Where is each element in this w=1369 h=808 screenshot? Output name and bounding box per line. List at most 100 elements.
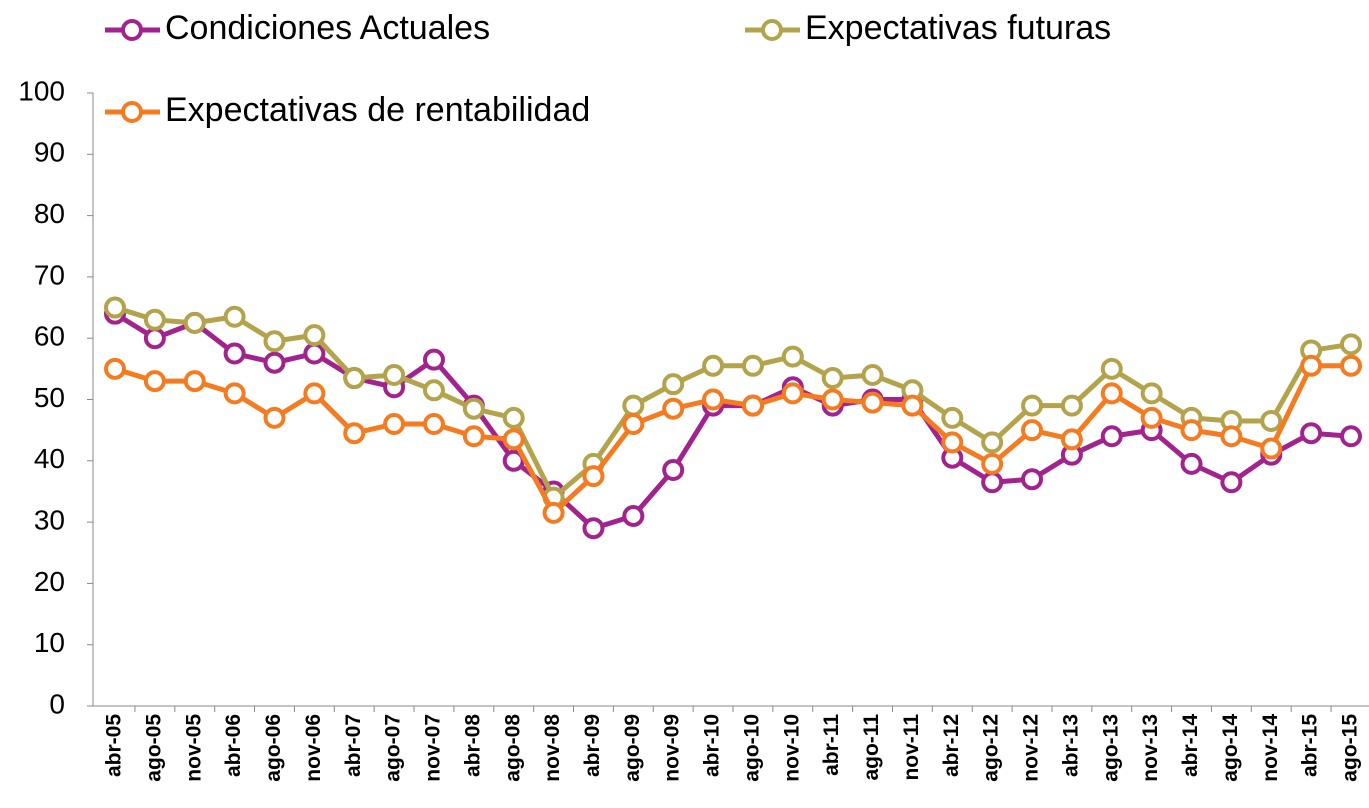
point (422, 348, 445, 371)
x-tick-label: nov-05 (182, 714, 205, 782)
point (741, 354, 764, 377)
point (861, 363, 884, 386)
point (143, 370, 166, 393)
point (183, 370, 206, 393)
y-tick-label: 30 (34, 504, 65, 535)
point (263, 351, 286, 374)
x-tick-label: nov-13 (1139, 714, 1162, 782)
legend-marker (121, 101, 143, 123)
point (1100, 357, 1123, 380)
x-tick-label: ago-10 (740, 714, 763, 782)
x-tick-label: nov-12 (1020, 714, 1043, 782)
x-tick-label: abr-15 (1299, 714, 1322, 777)
x-tick-label: ago-14 (1219, 714, 1242, 782)
x-tick-label: ago-13 (1099, 714, 1122, 782)
point (1340, 354, 1362, 377)
legend-label: Condiciones Actuales (165, 9, 490, 47)
point (582, 465, 605, 488)
point (1140, 382, 1163, 405)
point (901, 394, 924, 417)
x-tick-label: abr-14 (1179, 714, 1202, 777)
point (1060, 394, 1083, 417)
point (1021, 394, 1044, 417)
x-tick-label: ago-09 (621, 714, 644, 782)
x-tick-label: ago-05 (142, 714, 165, 782)
legend-label: Expectativas de rentabilidad (165, 91, 590, 129)
point (622, 504, 645, 527)
point (223, 382, 246, 405)
x-tick-label: abr-08 (461, 714, 484, 777)
point (343, 367, 366, 390)
point (223, 342, 246, 365)
x-tick-label: nov-09 (661, 714, 684, 782)
x-tick-label: ago-11 (860, 714, 883, 781)
y-tick-label: 0 (49, 688, 65, 719)
legend-marker (121, 19, 143, 41)
x-tick-label: ago-07 (382, 714, 405, 782)
point (622, 394, 645, 417)
y-tick-label: 50 (34, 382, 65, 413)
point (1180, 419, 1203, 442)
x-tick-label: abr-12 (940, 714, 963, 777)
x-tick-label: ago-15 (1339, 714, 1362, 782)
point (1100, 382, 1123, 405)
point (303, 342, 326, 365)
x-tick-label: ago-06 (262, 714, 285, 782)
x-tick-label: abr-06 (222, 714, 245, 777)
point (582, 517, 605, 540)
y-tick-label: 40 (34, 443, 65, 474)
point (143, 308, 166, 331)
point (143, 327, 166, 350)
point (1300, 422, 1323, 445)
point (383, 413, 406, 436)
x-tick-label: abr-10 (701, 714, 724, 777)
x-tick-label: nov-08 (541, 714, 564, 782)
point (1220, 471, 1243, 494)
point (662, 373, 685, 396)
point (104, 296, 126, 319)
point (1021, 419, 1044, 442)
point (422, 379, 445, 402)
point (1180, 452, 1203, 475)
point (1260, 409, 1283, 432)
point (303, 324, 326, 347)
point (502, 406, 525, 429)
point (422, 413, 445, 436)
y-tick-label: 100 (18, 75, 65, 106)
legend-marker (761, 19, 783, 41)
point (941, 406, 964, 429)
point (622, 413, 645, 436)
point (263, 330, 286, 353)
point (104, 357, 126, 380)
point (741, 394, 764, 417)
point (702, 388, 725, 411)
x-tick-label: abr-07 (342, 714, 365, 777)
point (821, 388, 844, 411)
point (223, 305, 246, 328)
point (702, 354, 725, 377)
point (981, 431, 1004, 454)
point (1140, 406, 1163, 429)
point (462, 425, 485, 448)
point (662, 458, 685, 481)
y-tick-label: 20 (34, 566, 65, 597)
x-tick-label: nov-10 (780, 714, 803, 782)
x-tick-label: nov-06 (302, 714, 325, 782)
x-tick-label: nov-11 (900, 714, 923, 781)
legend-label: Expectativas futuras (805, 9, 1111, 47)
y-tick-label: 90 (34, 137, 65, 168)
x-tick-label: ago-08 (501, 714, 524, 782)
point (981, 452, 1004, 475)
x-tick-label: abr-13 (1059, 714, 1082, 777)
point (1220, 425, 1243, 448)
point (941, 431, 964, 454)
point (462, 397, 485, 420)
point (183, 311, 206, 334)
point (861, 391, 884, 414)
point (1060, 428, 1083, 451)
y-tick-label: 70 (34, 259, 65, 290)
x-tick-label: abr-09 (581, 714, 604, 777)
point (781, 382, 804, 405)
point (1021, 468, 1044, 491)
x-tick-label: abr-05 (103, 714, 126, 777)
